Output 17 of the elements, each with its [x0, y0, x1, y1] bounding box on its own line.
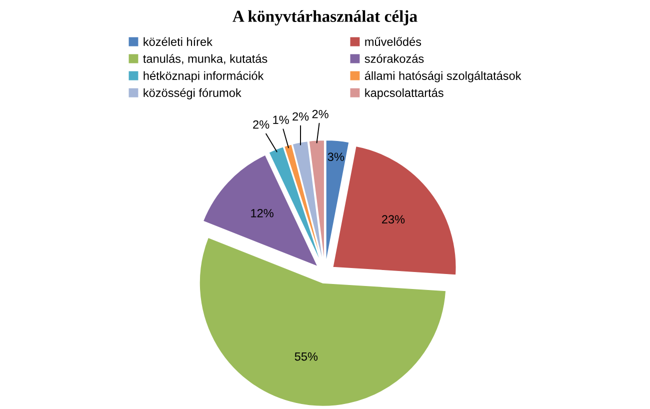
data-label: 23% [382, 215, 405, 224]
legend-label: közéleti hírek [144, 37, 212, 46]
legend-label: szórakozás [364, 54, 424, 63]
data-label: 12% [251, 208, 274, 218]
legend-label: állami hatósági szolgáltatások [364, 71, 522, 82]
legend-label: tanulás, munka, kutatás [143, 54, 268, 64]
legend-label: hétköznapi információk [144, 71, 264, 82]
chart-title: A könyvtárhasználat célja [232, 10, 418, 26]
data-label: 2% [292, 112, 309, 121]
data-label: 3% [328, 152, 344, 161]
legend-label: művelődés [365, 37, 422, 46]
data-label: 2% [312, 110, 328, 118]
legend-label: közösségi fórumok [144, 88, 242, 100]
data-label: 55% [294, 352, 318, 361]
data-label: 2% [253, 120, 270, 129]
data-label: 1% [273, 116, 289, 124]
legend-label: kapcsolattartás [365, 88, 444, 100]
